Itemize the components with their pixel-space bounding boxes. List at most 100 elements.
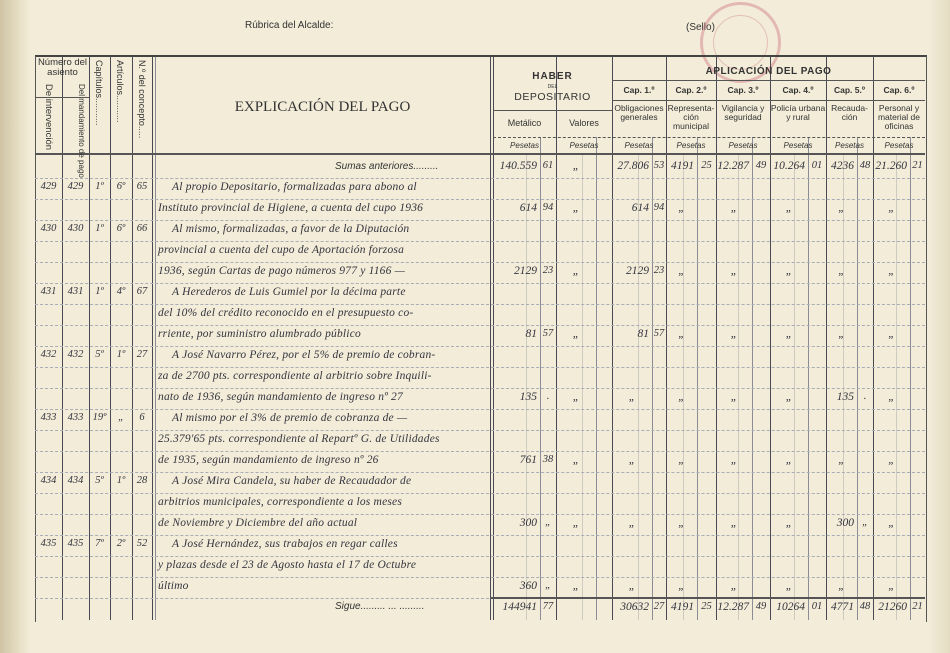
- row-line: [35, 283, 925, 284]
- entry-metalico-pesetas: 81: [525, 328, 538, 340]
- header-divider: [493, 110, 612, 111]
- column-divider: [155, 57, 156, 620]
- entry-capitulo: 5º: [95, 475, 104, 486]
- entry-articulo: 1º: [116, 349, 126, 360]
- entry-valores-ditto: „: [572, 328, 580, 340]
- row-line: [35, 346, 925, 347]
- sumas-cap-1-pesetas: 27.806: [617, 160, 649, 172]
- entry-mandamiento: 435: [67, 538, 84, 549]
- sigue-cap-2-centimos: 25: [701, 601, 712, 612]
- explanation-line: Al mismo, formalizadas, a favor de la Di…: [172, 223, 410, 235]
- explanation-line: za de 2700 pts. correspondiente al arbit…: [158, 370, 432, 382]
- sumas-cap-3-centimos: 49: [755, 160, 767, 171]
- entry-valores-ditto: „: [572, 265, 580, 277]
- entry-cap-3-ditto: „: [730, 454, 738, 466]
- row-line: [35, 220, 925, 221]
- entry-intervencion: 434: [40, 475, 57, 486]
- sumas-cap-4-centimos: 01: [811, 160, 823, 171]
- column-divider: [152, 57, 153, 620]
- header-cap-6-name: Personal y material de oficinas: [877, 103, 921, 131]
- entry-intervencion: 432: [40, 349, 57, 360]
- entry-cap-6-ditto: „: [888, 391, 895, 403]
- entry-cap-1-ditto: „: [628, 454, 636, 466]
- row-line: [35, 430, 925, 431]
- pesetas-label: Pesetas: [728, 141, 758, 150]
- entry-cap-3-ditto: „: [730, 265, 738, 277]
- entry-capitulo: 1º: [95, 181, 104, 192]
- header-cap-2-name: Representa-ción municipal: [667, 103, 715, 131]
- sigue-cap-1-pesetas: 30632: [620, 601, 649, 613]
- header-metalico: Metálico: [507, 118, 542, 128]
- header-cap-4-name: Policía urbana y rural: [770, 103, 826, 122]
- cents-divider: [652, 137, 653, 620]
- entry-cap-6-ditto: „: [888, 265, 895, 277]
- column-divider: [770, 57, 771, 620]
- header-divider: [36, 97, 89, 98]
- grid-line: [582, 155, 583, 620]
- sigue-cap-3-pesetas: 12.287: [717, 601, 749, 613]
- header-explicacion: EXPLICACIÓN DEL PAGO: [234, 99, 411, 115]
- entry-cap-4-ditto: „: [785, 454, 793, 466]
- entry-cap-4-ditto: „: [785, 391, 793, 403]
- header-valores: Valores: [569, 118, 599, 128]
- page-edge: [928, 0, 950, 653]
- entry-metalico-pesetas: 300: [519, 517, 537, 529]
- explanation-line: nato de 1936, según mandamiento de ingre…: [158, 391, 403, 403]
- sumas-cap-2-centimos: 25: [701, 160, 712, 171]
- row-line: [35, 325, 925, 326]
- sigue-cap-4-pesetas: 10264: [776, 601, 805, 613]
- row-line: [35, 262, 925, 263]
- entry-articulo: 2º: [116, 538, 126, 549]
- entry-metalico-pesetas: 360: [519, 580, 537, 592]
- entry-metalico-centimos: „: [545, 517, 551, 528]
- header-depositario: DEPOSITARIO: [514, 91, 591, 103]
- row-line: [35, 409, 925, 410]
- entry-capitulo: 7º: [95, 538, 104, 549]
- column-divider: [873, 57, 874, 620]
- entry-cap-1-centimos: 23: [653, 265, 665, 276]
- sigue-label: Sigue......... ... .........: [335, 601, 425, 612]
- pesetas-label: Pesetas: [884, 141, 914, 150]
- entry-cap-5-ditto: „: [838, 454, 845, 466]
- entry-cap-3-ditto: „: [730, 391, 738, 403]
- entry-cap-5-pesetas: 300: [836, 517, 854, 529]
- explanation-line: 25.379'65 pts. correspondiente al Repart…: [158, 433, 440, 445]
- entry-intervencion: 431: [40, 286, 57, 297]
- grid-line: [738, 155, 739, 620]
- explanation-line: del 10% del crédito reconocido en el pre…: [158, 307, 414, 319]
- entry-cap-4-ditto: „: [785, 265, 793, 277]
- entry-concepto: 65: [136, 181, 148, 192]
- header-cap-5: Cap. 5.º: [834, 85, 865, 95]
- grid-line: [896, 155, 897, 620]
- explanation-line: A José Navarro Pérez, por el 5% de premi…: [172, 349, 436, 361]
- entry-cap-1-ditto: „: [628, 391, 636, 403]
- cents-divider: [540, 137, 541, 620]
- cents-divider: [808, 137, 809, 620]
- entry-mandamiento: 433: [67, 412, 84, 423]
- header-cap-1-name: Obligaciones generales: [614, 103, 664, 122]
- pesetas-label: Pesetas: [569, 141, 599, 150]
- explanation-line: último: [158, 580, 189, 592]
- entry-cap-1-pesetas: 2129: [626, 265, 649, 277]
- column-divider: [612, 57, 613, 620]
- entry-capitulo: 5º: [95, 349, 104, 360]
- explanation-line: y plazas desde el 23 de Agosto hasta el …: [158, 559, 417, 571]
- cents-divider: [857, 137, 858, 620]
- entry-articulo: 1º: [116, 475, 126, 486]
- row-line: [35, 472, 925, 473]
- entry-valores-ditto: „: [572, 454, 580, 466]
- entry-valores-ditto: „: [572, 517, 580, 529]
- explanation-line: de 1935, según mandamiento de ingreso nº…: [158, 454, 379, 466]
- entry-concepto: 66: [136, 223, 148, 234]
- entry-cap-5-centimos: „: [862, 517, 868, 528]
- entry-capitulo: 1º: [95, 223, 104, 234]
- entry-cap-5-ditto: „: [838, 265, 845, 277]
- row-line: [35, 514, 925, 515]
- sumas-metalico-centimos: 61: [542, 160, 554, 171]
- explanation-line: 1936, según Cartas de pago números 977 y…: [158, 265, 406, 277]
- sumas-cap-6-centimos: 21: [912, 160, 923, 171]
- cents-divider: [697, 137, 698, 620]
- entry-cap-3-ditto: „: [730, 328, 738, 340]
- entry-cap-5-ditto: „: [838, 328, 845, 340]
- explanation-line: Instituto provincial de Higiene, a cuent…: [158, 202, 424, 214]
